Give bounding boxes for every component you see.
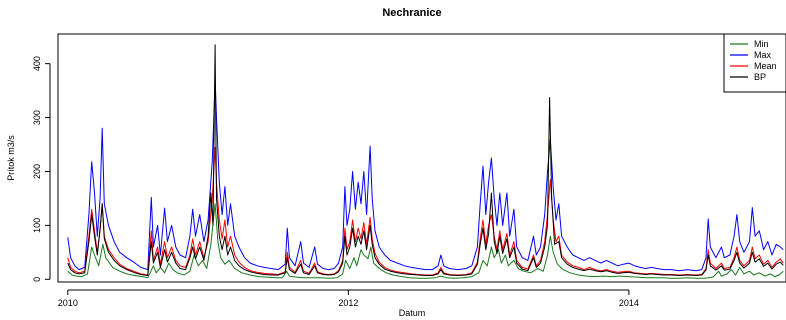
- series-line-mean: [67, 146, 784, 276]
- x-tick-label: 2012: [338, 298, 358, 308]
- y-axis-label: Prítok m3/s: [6, 135, 16, 181]
- y-tick-label: 400: [32, 56, 42, 71]
- y-tick-label: 300: [32, 110, 42, 125]
- series-line-bp: [67, 44, 784, 276]
- legend-label-max: Max: [754, 50, 772, 60]
- legend-label-mean: Mean: [754, 61, 777, 71]
- series-line-max: [67, 79, 784, 272]
- y-tick-label: 100: [32, 218, 42, 233]
- chart-title: Nechranice: [382, 7, 441, 19]
- plot-frame: [57, 33, 786, 283]
- legend-label-bp: BP: [754, 72, 766, 82]
- x-tick-label: 2010: [58, 298, 78, 308]
- x-axis-label: Datum: [399, 308, 426, 318]
- series-line-min: [67, 203, 784, 279]
- x-axis: 2010 2012 2014: [58, 289, 639, 308]
- plot-area: [67, 44, 784, 279]
- x-tick-label: 2014: [619, 298, 639, 308]
- legend-label-min: Min: [754, 39, 769, 49]
- y-axis: 0 100 200 300 400: [32, 56, 51, 282]
- y-tick-label: 200: [32, 164, 42, 179]
- y-tick-label: 0: [32, 277, 42, 282]
